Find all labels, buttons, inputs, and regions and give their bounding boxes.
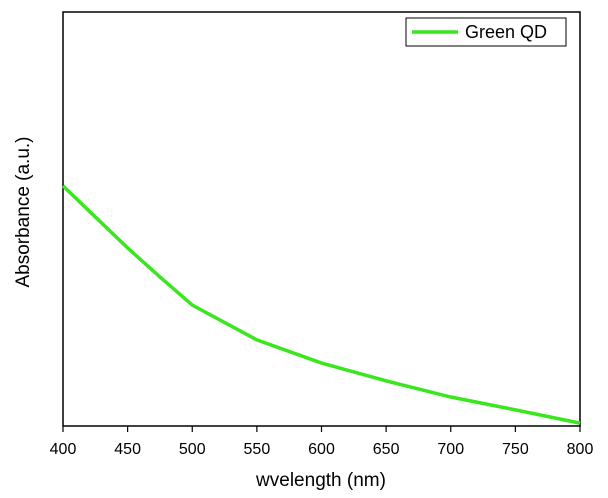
x-tick-label: 800: [567, 441, 594, 458]
y-axis-label: Absorbance (a.u.): [13, 136, 34, 287]
x-tick-label: 450: [114, 441, 141, 458]
x-axis-label: wvelength (nm): [255, 470, 386, 491]
legend-label: Green QD: [465, 22, 547, 42]
x-tick-label: 600: [308, 441, 335, 458]
series-line: [61, 184, 581, 425]
x-tick-label: 400: [50, 441, 77, 458]
x-tick-label: 650: [373, 441, 400, 458]
x-tick-label: 550: [244, 441, 271, 458]
x-tick-label: 700: [437, 441, 464, 458]
x-tick-label: 500: [179, 441, 206, 458]
x-tick-label: 750: [502, 441, 529, 458]
legend-box: [405, 17, 567, 47]
